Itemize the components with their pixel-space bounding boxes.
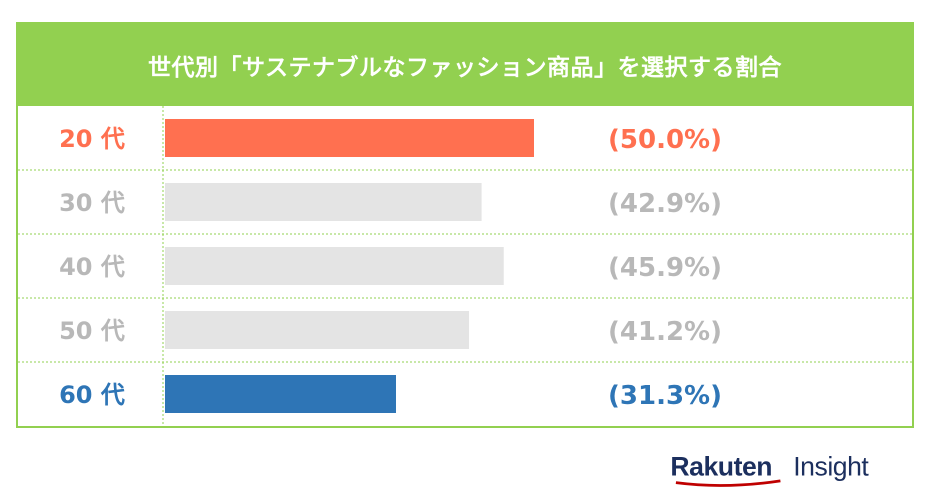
chart-frame: 世代別「サステナブルなファッション商品」を選択する割合 20 代 (50.0%) 3… bbox=[16, 22, 914, 428]
value-label: (31.3%) bbox=[608, 381, 722, 411]
category-label: 30 代 bbox=[59, 189, 125, 217]
bar bbox=[165, 119, 534, 157]
logo-brand: Rakuten bbox=[670, 451, 772, 481]
category-label: 40 代 bbox=[59, 253, 125, 281]
value-label: (41.2%) bbox=[608, 317, 722, 347]
category-label: 20 代 bbox=[59, 125, 125, 153]
logo-product: Insight bbox=[793, 451, 869, 481]
bar bbox=[165, 183, 482, 221]
rakuten-insight-logo: Rakuten Insight bbox=[670, 451, 870, 487]
bar bbox=[165, 311, 470, 349]
bar bbox=[165, 375, 396, 413]
value-label: (42.9%) bbox=[608, 189, 722, 219]
bar bbox=[165, 247, 504, 285]
chart-title: 世代別「サステナブルなファッション商品」を選択する割合 bbox=[18, 24, 912, 106]
category-label: 50 代 bbox=[59, 317, 125, 345]
value-label: (50.0%) bbox=[608, 125, 722, 155]
value-label: (45.9%) bbox=[608, 253, 722, 283]
bar-chart: 20 代 (50.0%) 30 代 (42.9%) 40 代 (45.9%) 50 代 (41… bbox=[18, 106, 912, 426]
logo-swoosh bbox=[675, 479, 781, 487]
category-label: 60 代 bbox=[59, 381, 125, 409]
